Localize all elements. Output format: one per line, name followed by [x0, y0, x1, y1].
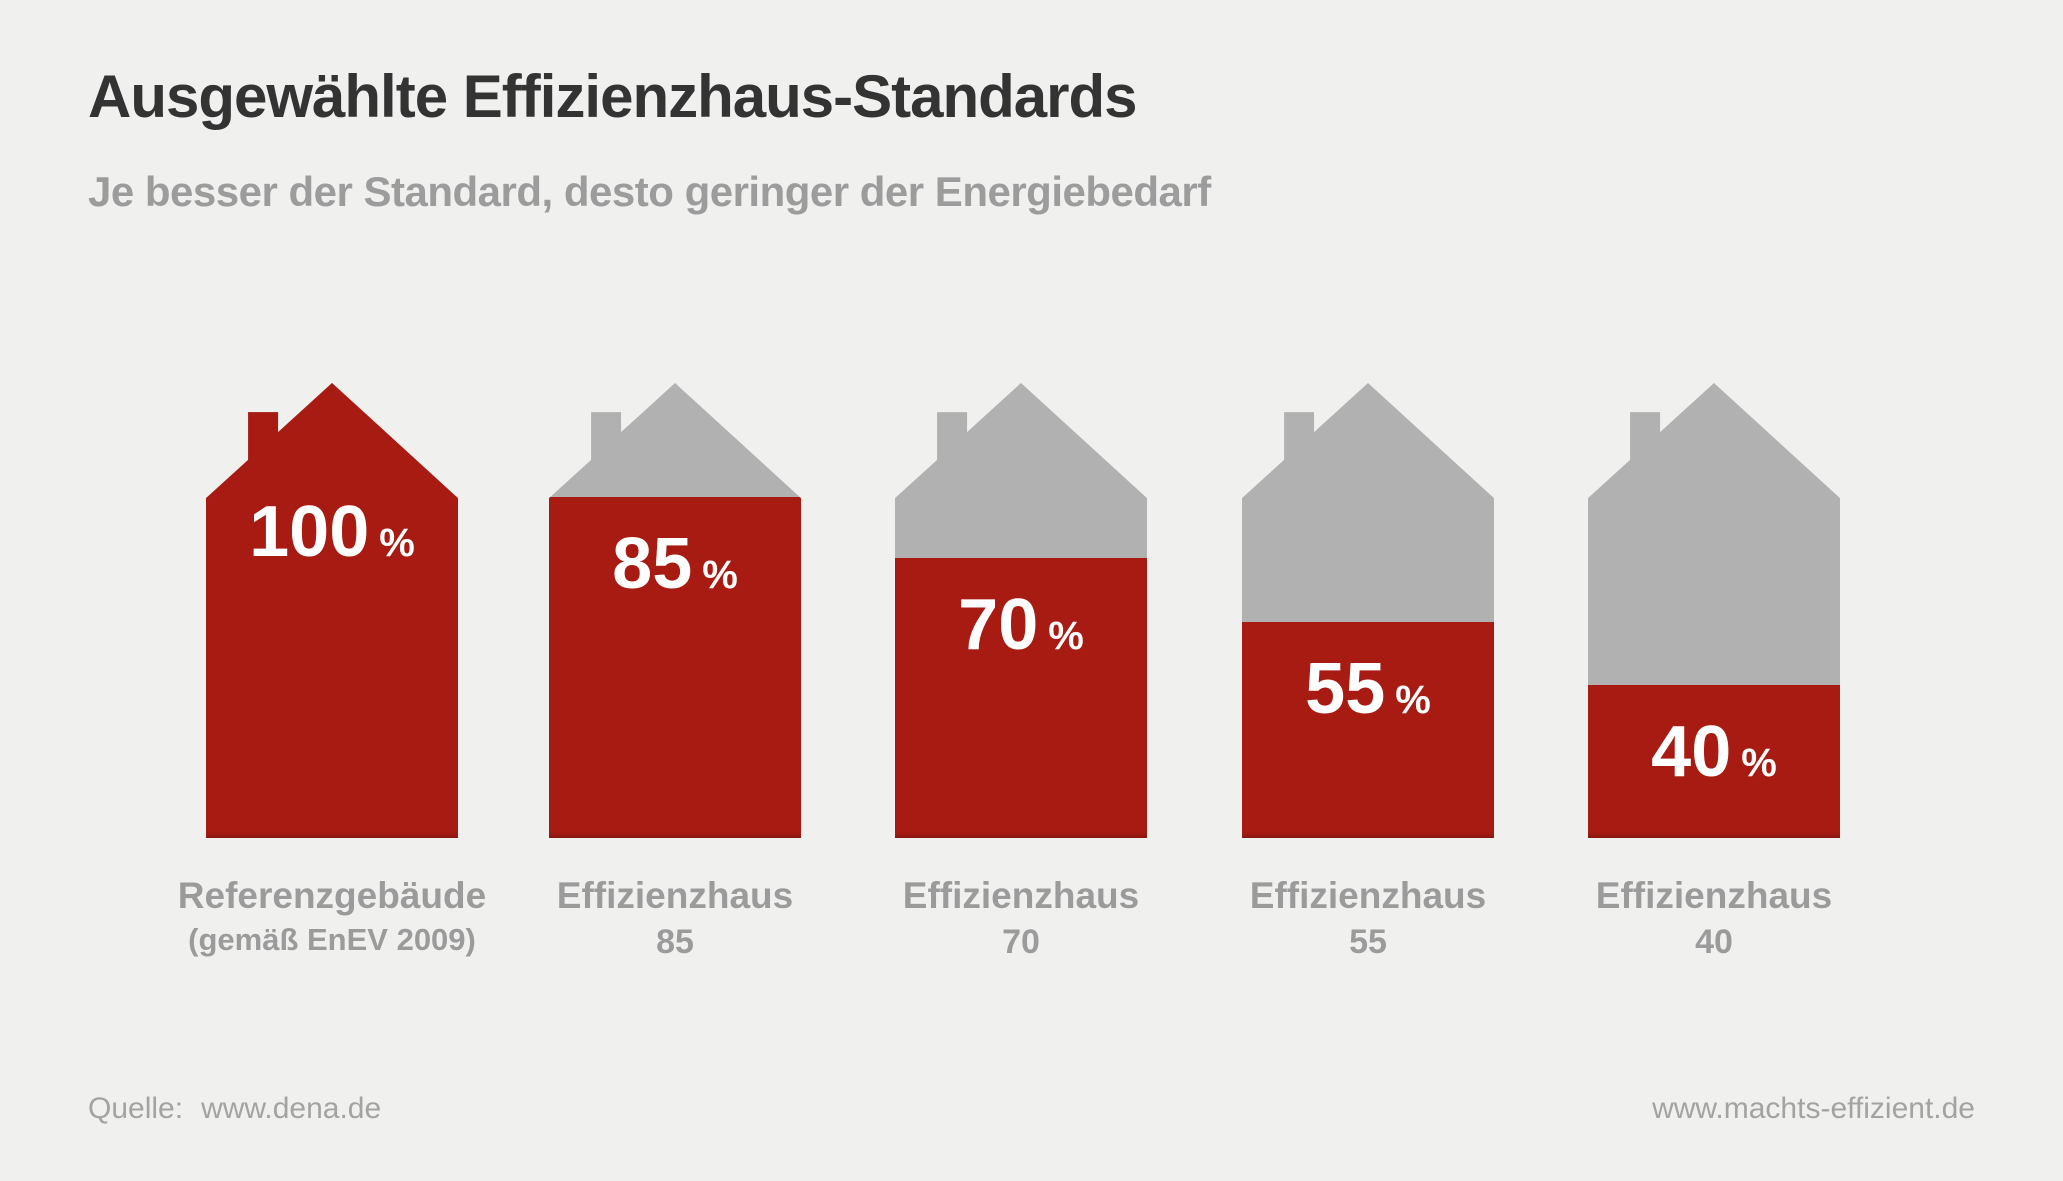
percent-sign: %: [1048, 614, 1084, 658]
house-label-line1: Effizienzhaus: [902, 875, 1140, 916]
house-label: Effizienzhaus 55: [1168, 872, 1568, 964]
house-pictogram-70: 70% Effizienzhaus 70: [895, 383, 1147, 961]
house-label: Effizienzhaus 40: [1514, 872, 1914, 964]
house-silhouette: [895, 383, 1147, 838]
house-label-line2: 70: [1002, 923, 1040, 962]
percent-sign: %: [379, 521, 415, 565]
percent-value: 70%: [895, 589, 1147, 661]
house-pictogram-40: 40% Effizienzhaus 40: [1588, 383, 1840, 961]
house-label-line2: 85: [656, 923, 694, 962]
percent-number: 55: [1305, 649, 1386, 729]
house-silhouette: [1242, 383, 1494, 838]
house-pictogram-100: 100% Referenzgebäude (gemäß EnEV 2009): [178, 383, 486, 957]
house-label-line2: 40: [1695, 923, 1733, 962]
percent-sign: %: [1741, 741, 1777, 785]
percent-sign: %: [702, 553, 738, 597]
house-label-line1: Effizienzhaus: [1249, 875, 1487, 916]
house-label-line2: (gemäß EnEV 2009): [188, 922, 476, 958]
percent-number: 100: [249, 492, 370, 572]
percent-number: 70: [958, 585, 1039, 665]
house-red-fill: [895, 558, 1147, 838]
site-url: www.machts-effizient.de: [1652, 1092, 1975, 1125]
percent-number: 85: [612, 524, 693, 604]
house-red-fill: [1588, 685, 1840, 838]
source-url: www.dena.de: [201, 1092, 382, 1125]
source-credit: Quelle: www.dena.de: [88, 1092, 381, 1126]
house-label: Effizienzhaus 70: [821, 872, 1221, 964]
house-silhouette: [549, 383, 801, 838]
page-title: Ausgewählte Effizienzhaus-Standards: [88, 63, 1138, 130]
percent-value: 55%: [1242, 653, 1494, 725]
house-label-line1: Referenzgebäude: [177, 875, 487, 916]
house-label-line1: Effizienzhaus: [1595, 875, 1833, 916]
house-silhouette: [206, 383, 458, 838]
house-label: Referenzgebäude (gemäß EnEV 2009): [132, 872, 532, 960]
percent-value: 100%: [206, 496, 458, 568]
percent-sign: %: [1395, 678, 1431, 722]
percent-value: 85%: [549, 528, 801, 600]
house-label-line2: 55: [1349, 923, 1387, 962]
house-red-fill: [549, 497, 801, 838]
house-label-line1: Effizienzhaus: [556, 875, 794, 916]
house-label: Effizienzhaus 85: [475, 872, 875, 964]
house-red-fill: [1242, 622, 1494, 838]
house-pictogram-55: 55% Effizienzhaus 55: [1242, 383, 1494, 961]
house-red-fill: [206, 383, 458, 838]
page-subtitle: Je besser der Standard, desto geringer d…: [88, 168, 1211, 215]
percent-number: 40: [1651, 712, 1732, 792]
source-label: Quelle:: [88, 1092, 184, 1125]
house-pictogram-85: 85% Effizienzhaus 85: [549, 383, 801, 961]
percent-value: 40%: [1588, 716, 1840, 788]
